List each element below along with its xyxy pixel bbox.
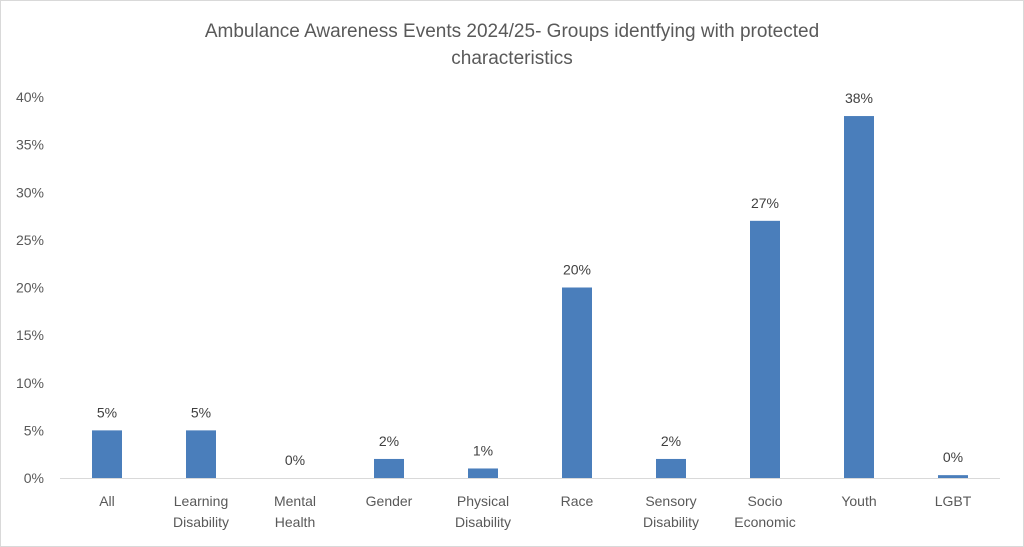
data-label: 5% bbox=[191, 404, 211, 420]
y-tick-label: 30% bbox=[16, 184, 44, 200]
chart-title-line-1: Ambulance Awareness Events 2024/25- Grou… bbox=[204, 21, 820, 42]
x-tick-label: Youth bbox=[841, 493, 876, 509]
bar bbox=[750, 220, 780, 478]
x-tick-label: Gender bbox=[366, 493, 413, 509]
x-tick-label: Sensory bbox=[645, 493, 696, 509]
y-tick-label: 0% bbox=[24, 470, 44, 486]
y-tick-label: 5% bbox=[24, 422, 44, 438]
data-label: 20% bbox=[563, 262, 591, 278]
bar bbox=[374, 458, 404, 478]
x-tick-label: Physical bbox=[457, 493, 509, 509]
y-tick-label: 20% bbox=[16, 280, 44, 296]
data-label: 0% bbox=[285, 452, 305, 468]
x-tick-label: Socio bbox=[747, 493, 782, 509]
bar bbox=[656, 458, 686, 478]
data-label: 0% bbox=[943, 449, 963, 465]
bar bbox=[186, 430, 216, 478]
bar bbox=[562, 287, 592, 478]
data-label: 27% bbox=[751, 195, 779, 211]
data-label: 5% bbox=[97, 404, 117, 420]
x-tick-label: Race bbox=[561, 493, 594, 509]
bar bbox=[938, 475, 968, 478]
y-tick-label: 10% bbox=[16, 375, 44, 391]
data-label: 2% bbox=[661, 433, 681, 449]
data-label: 1% bbox=[473, 442, 493, 458]
x-tick-label: Disability bbox=[455, 514, 511, 530]
bar bbox=[468, 468, 498, 478]
x-tick-label: Disability bbox=[173, 514, 229, 530]
x-tick-label: Economic bbox=[734, 514, 795, 530]
x-tick-label: Learning bbox=[174, 493, 229, 509]
x-tick-label: Health bbox=[275, 514, 315, 530]
bar bbox=[92, 430, 122, 478]
y-tick-label: 40% bbox=[16, 89, 44, 105]
bar bbox=[844, 116, 874, 479]
x-tick-label: LGBT bbox=[935, 493, 972, 509]
x-tick-label: Disability bbox=[643, 514, 699, 530]
chart-title-line-2: characteristics bbox=[451, 48, 573, 69]
y-tick-label: 35% bbox=[16, 137, 44, 153]
y-tick-label: 25% bbox=[16, 232, 44, 248]
data-label: 38% bbox=[845, 90, 873, 106]
x-tick-label: All bbox=[99, 493, 115, 509]
data-label: 2% bbox=[379, 433, 399, 449]
x-tick-label: Mental bbox=[274, 493, 316, 509]
y-tick-label: 15% bbox=[16, 327, 44, 343]
